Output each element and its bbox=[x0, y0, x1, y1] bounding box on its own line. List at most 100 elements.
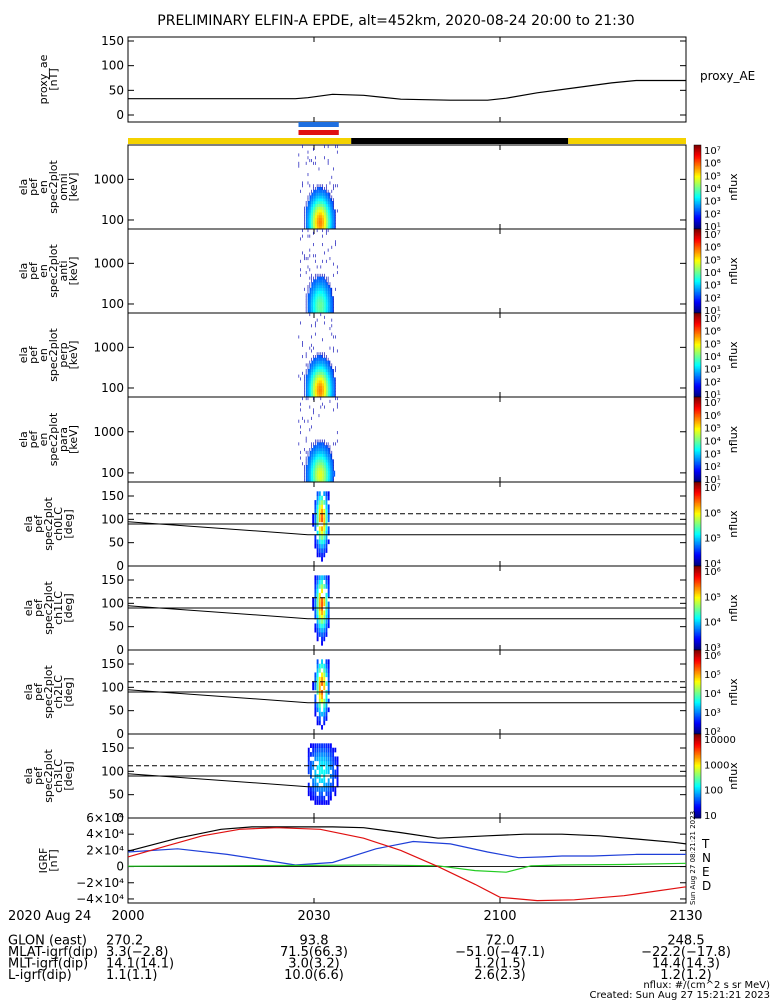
spectrogram-cell bbox=[329, 479, 332, 483]
energy-panel-3-cbar-label: 10⁵ bbox=[704, 339, 721, 350]
pitch-panel-7-cbar-cell bbox=[694, 662, 701, 665]
energy-panel-1-cbar-cell bbox=[694, 213, 701, 216]
pitch-cell bbox=[334, 791, 337, 797]
spectrogram-cell bbox=[335, 220, 336, 224]
energy-panel-2-cbar-cell bbox=[694, 233, 701, 236]
pitch-panel-8-cbar-cell bbox=[694, 787, 701, 790]
energy-panel-1-cbar-label: 10⁵ bbox=[704, 171, 721, 182]
pitch-panel-6-cbar-cell bbox=[694, 613, 701, 616]
spectrogram-cell bbox=[335, 380, 336, 384]
spectrogram-cell bbox=[298, 442, 300, 446]
energy-panel-4-cbar-cell bbox=[694, 449, 701, 452]
pitch-panel-6-cbar-cell bbox=[694, 612, 701, 615]
energy-panel-2-ylabel-line: [keV] bbox=[67, 257, 80, 286]
pitch-cell bbox=[316, 743, 319, 749]
pitch-cell bbox=[334, 787, 337, 792]
spectrogram-cell bbox=[327, 212, 330, 216]
energy-panel-2-cbar-cell bbox=[694, 229, 701, 231]
spectrogram-cell bbox=[322, 366, 325, 370]
pitch-cell bbox=[307, 782, 310, 788]
spectrogram-cell bbox=[329, 226, 332, 230]
energy-panel-tick-label: 100 bbox=[101, 297, 124, 311]
spectrogram-cell bbox=[311, 201, 314, 205]
energy-panel-3-cbar-cell bbox=[694, 329, 701, 332]
spectrogram-cell bbox=[314, 479, 317, 483]
pitch-panel-6-ylabel-line: [deg] bbox=[62, 593, 75, 622]
pitch-cell bbox=[321, 752, 323, 757]
spectrogram-cell bbox=[331, 394, 334, 398]
energy-panel-3-ylabel-line: perp bbox=[57, 342, 70, 367]
pitch-cell bbox=[327, 672, 330, 678]
spectrogram-cell bbox=[331, 388, 334, 392]
energy-panel-3-cbar-cell bbox=[694, 346, 701, 349]
igrf-tick-label: −4×10⁴ bbox=[76, 892, 124, 906]
spectrogram-cell bbox=[329, 203, 332, 207]
spectrogram-cell bbox=[309, 428, 311, 432]
energy-panel-2-cbar-cell bbox=[694, 261, 701, 264]
energy-panel-4-cbar-cell bbox=[694, 414, 701, 416]
pitch-cell bbox=[323, 676, 326, 682]
spectrogram-cell bbox=[331, 301, 334, 305]
spectrogram-cell bbox=[300, 450, 301, 454]
energy-panel-1-cbar-title: nflux bbox=[727, 173, 740, 201]
pitch-panel-6-cbar-label: 10⁵ bbox=[704, 592, 721, 603]
spectrogram-cell bbox=[309, 268, 311, 272]
spectrogram-cell bbox=[327, 360, 330, 364]
pitch-cell bbox=[316, 756, 319, 762]
spectrogram-cell bbox=[322, 456, 325, 460]
energy-panel-3-cbar-cell bbox=[694, 371, 701, 374]
spectrogram-cell bbox=[314, 209, 317, 213]
spectrogram-cell bbox=[327, 192, 330, 196]
spectrogram-cell bbox=[311, 282, 314, 286]
pitch-cell bbox=[325, 663, 328, 669]
pitch-cell bbox=[318, 491, 321, 497]
proxy-ae-tick-label: 150 bbox=[101, 34, 124, 48]
spectrogram-cell bbox=[327, 453, 330, 457]
pitch-cell bbox=[334, 747, 337, 753]
spectrogram-cell bbox=[318, 385, 321, 389]
spectrogram-cell bbox=[329, 198, 332, 202]
energy-panel-2-cbar-label: 10⁵ bbox=[704, 255, 721, 266]
spectrogram-cell bbox=[320, 282, 323, 286]
pitch-panel-6-cbar-cell bbox=[694, 571, 701, 574]
spectrogram-cell bbox=[324, 374, 326, 378]
pitch-cell bbox=[314, 782, 317, 788]
spectrogram-cell bbox=[311, 448, 314, 452]
spectrogram-cell bbox=[303, 470, 305, 474]
spectrogram-cell bbox=[318, 290, 321, 294]
pitch-cell bbox=[318, 508, 321, 514]
spectrogram-cell bbox=[327, 366, 330, 370]
spectrogram-cell bbox=[320, 448, 323, 452]
spectrogram-cell bbox=[333, 459, 334, 463]
energy-panel-2-ylabel-line: pef bbox=[27, 261, 40, 280]
energy-panel-4-cbar-cell bbox=[694, 462, 701, 465]
energy-panel-2-cbar-label: 10⁴ bbox=[704, 268, 721, 279]
pitch-panel-7-cbar-cell bbox=[694, 665, 701, 668]
pitch-panel-7-cbar-title: nflux bbox=[727, 678, 740, 706]
pitch-panel-6-cbar-cell bbox=[694, 587, 701, 589]
pitch-cell bbox=[314, 756, 317, 762]
pitch-panel-8-cbar-cell bbox=[694, 766, 701, 769]
spectrogram-cell bbox=[316, 203, 319, 207]
spectrogram-cell bbox=[320, 203, 323, 207]
spectrogram-cell bbox=[303, 388, 305, 392]
spectrogram-cell bbox=[314, 307, 317, 311]
proxy-ae-tick-label: 100 bbox=[101, 59, 124, 73]
spectrogram-cell bbox=[327, 380, 330, 384]
energy-panel-4-cbar-cell bbox=[694, 405, 701, 408]
pitch-cell bbox=[325, 597, 328, 602]
pitch-cell bbox=[327, 743, 330, 749]
energy-panel-2-ylabel-line: spec2plot bbox=[47, 244, 60, 298]
pitch-cell bbox=[325, 668, 328, 673]
pitch-cell bbox=[316, 703, 319, 708]
pitch-panel-7-ylabel-line: spec2plot bbox=[42, 665, 55, 719]
spectrogram-cell bbox=[309, 479, 312, 483]
pitch-cell bbox=[318, 743, 321, 749]
spectrogram-cell bbox=[324, 442, 325, 446]
pitch-panel-7-cbar-cell bbox=[694, 717, 701, 720]
spectrogram-cell bbox=[313, 212, 315, 216]
spectrogram-cell bbox=[336, 405, 338, 409]
spectrogram-cell bbox=[305, 465, 308, 469]
spectrogram-cell bbox=[316, 318, 318, 322]
pitch-panel-8-tick-label: 150 bbox=[101, 741, 124, 755]
